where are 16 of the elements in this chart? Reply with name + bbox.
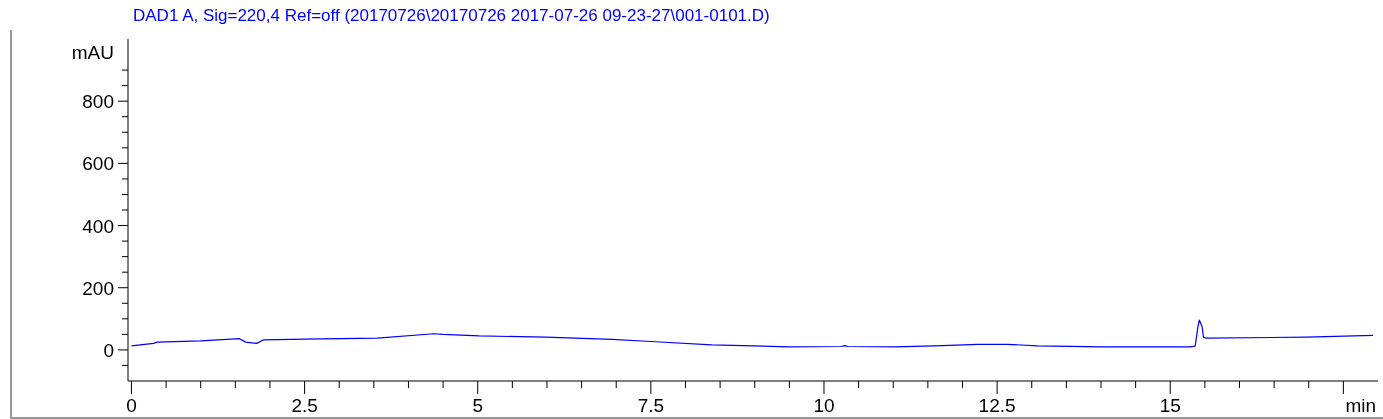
x-tick-label: 2.5 <box>291 395 318 416</box>
y-axis-title: mAU <box>71 42 114 63</box>
x-axis-title: min <box>1345 395 1376 416</box>
x-tick-label: 7.5 <box>637 395 665 416</box>
x-tick-label: 10 <box>813 395 835 416</box>
chart-title: DAD1 A, Sig=220,4 Ref=off (20170726\20170726 2017-07-26 09-23-27\001-0101.D) <box>133 6 770 26</box>
x-tick-label: 0 <box>126 395 137 416</box>
y-tick-label: 800 <box>82 91 114 113</box>
y-tick-label: 600 <box>82 153 114 175</box>
x-tick-label: 5 <box>472 395 484 416</box>
x-tick-label: 12.5 <box>978 395 1016 416</box>
y-tick-label: 0 <box>103 339 114 361</box>
y-tick-label: 200 <box>82 277 114 299</box>
y-tick-label: 400 <box>82 215 114 237</box>
line-series <box>130 319 1374 348</box>
x-tick-label: 15 <box>1159 395 1181 416</box>
